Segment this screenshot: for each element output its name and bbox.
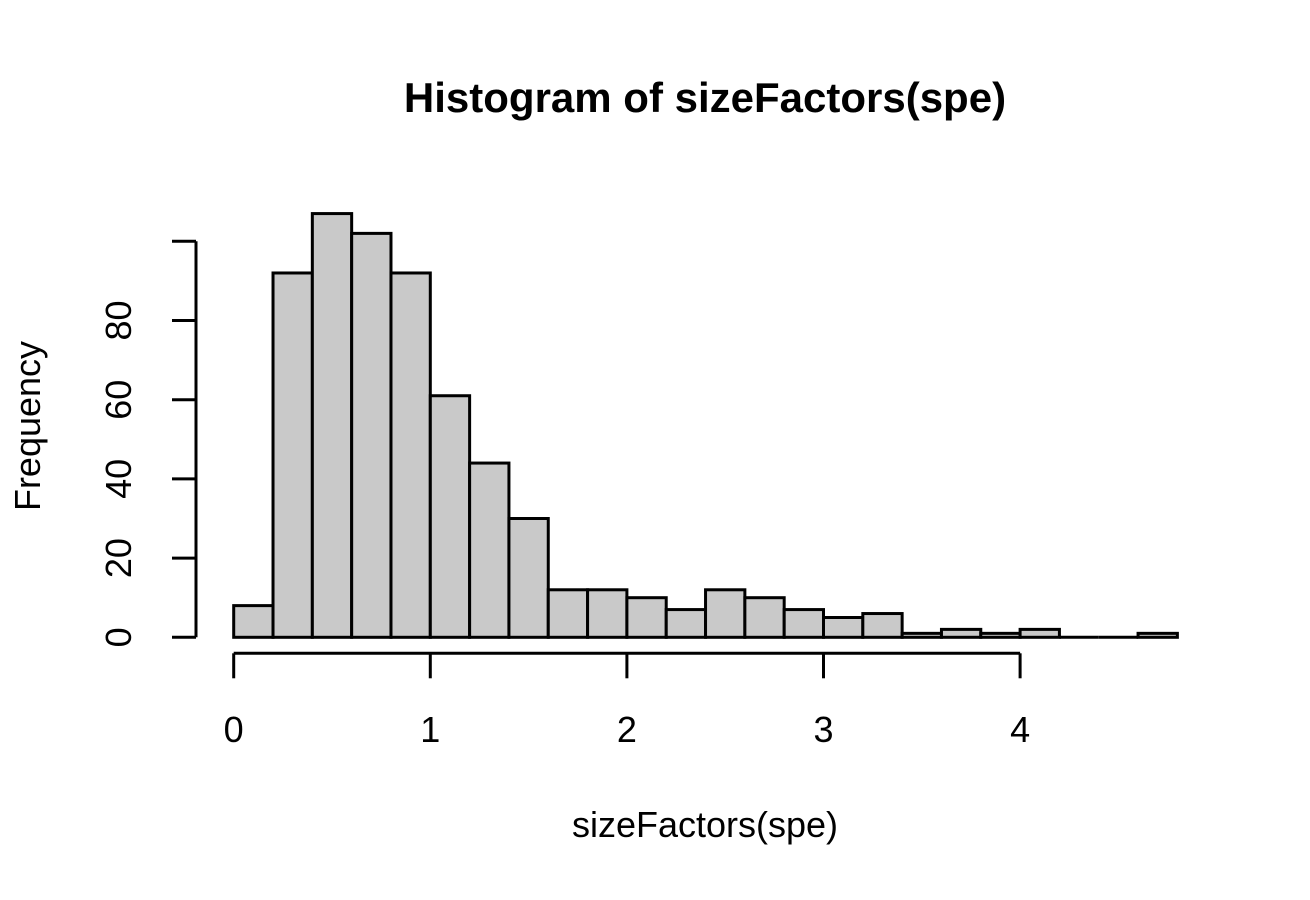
y-axis: 0 20 40 60 80 [98,239,198,647]
histogram-bar [428,394,472,639]
bars-group [232,212,1179,639]
x-tick-label: 1 [420,709,440,750]
histogram-bar [507,517,550,639]
histogram-bar [939,627,983,639]
x-tick-label: 3 [813,709,833,750]
x-axis: 0 1 2 3 4 [224,651,1030,750]
y-tick-label: 80 [98,300,139,340]
histogram-bar [1018,627,1061,639]
histogram-bar [822,616,865,639]
histogram-bar [468,461,511,639]
histogram-bar [271,271,314,639]
histogram-bar [586,588,629,639]
y-tick-label: 60 [98,380,139,420]
histogram-bar [979,631,1022,639]
x-axis-title: sizeFactors(spe) [572,804,838,845]
histogram-bar [350,231,393,639]
histogram-bar [743,596,786,639]
histogram-bar [782,608,825,639]
y-tick-label: 0 [98,627,139,647]
histogram-bar [704,588,747,639]
chart-title: Histogram of sizeFactors(spe) [404,74,1006,121]
histogram-bar [861,612,904,639]
histogram-bar [310,212,354,639]
histogram-bar [1136,631,1179,639]
histogram-bar [389,271,432,639]
histogram-bar [546,588,590,639]
histogram-bar [232,604,275,639]
x-tick-label: 0 [224,709,244,750]
histogram-bar [664,608,708,639]
histogram-bar [900,631,943,639]
y-tick-label: 40 [98,459,139,499]
y-axis-title: Frequency [7,341,48,511]
histogram-bar [625,596,668,639]
x-tick-label: 4 [1010,709,1030,750]
x-tick-label: 2 [617,709,637,750]
y-tick-label: 20 [98,538,139,578]
